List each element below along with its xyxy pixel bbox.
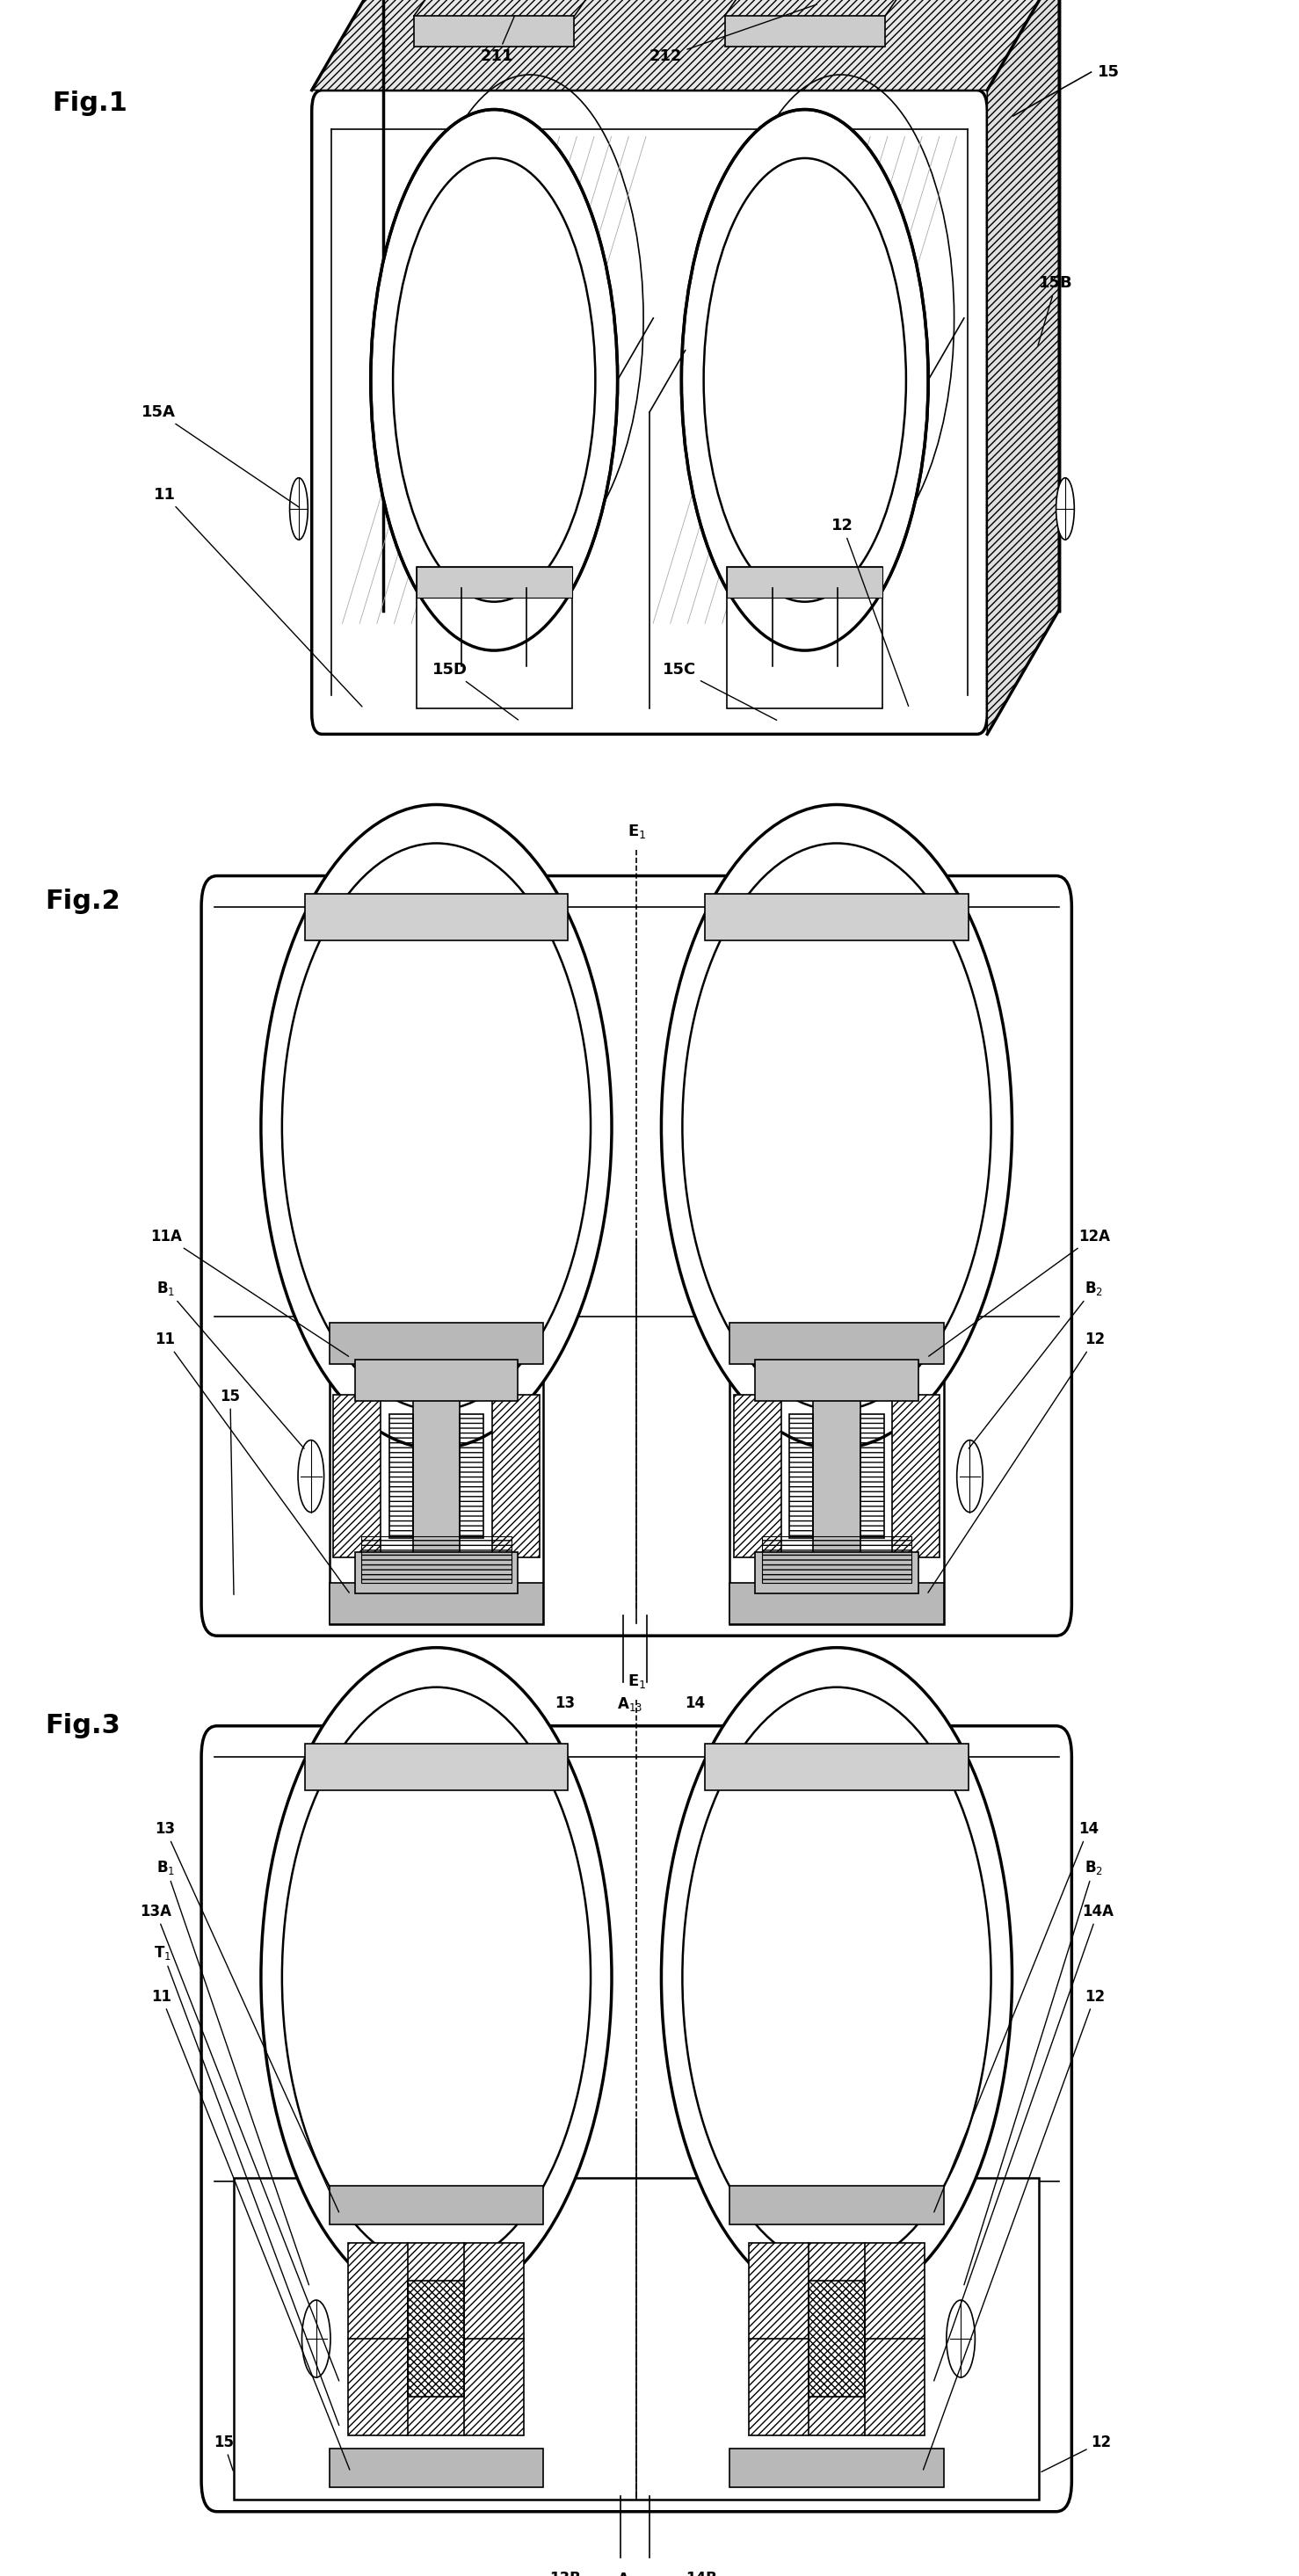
Text: 14B: 14B (686, 2571, 717, 2576)
Text: 12A: 12A (929, 1229, 1109, 1355)
FancyBboxPatch shape (201, 876, 1072, 1636)
Bar (329, 1329, 543, 1625)
Text: 212: 212 (650, 5, 817, 64)
Text: B$_2$: B$_2$ (969, 1280, 1103, 1448)
Text: B$_1$: B$_1$ (157, 1860, 309, 2285)
Text: 15D: 15D (433, 662, 518, 719)
Text: 15: 15 (213, 2434, 234, 2470)
Bar (305, 894, 568, 940)
Ellipse shape (661, 804, 1012, 1448)
Bar (755, 1551, 918, 1592)
Text: Fig.2: Fig.2 (45, 889, 121, 914)
Text: 12: 12 (831, 518, 908, 706)
Bar (813, 1381, 860, 1571)
Text: A$_{13}$: A$_{13}$ (617, 1695, 643, 1713)
Ellipse shape (957, 1440, 983, 1512)
Bar (892, 1394, 939, 1558)
Bar (234, 2177, 1039, 2499)
Bar (808, 2280, 865, 2396)
Text: 11: 11 (155, 1332, 349, 1592)
Bar (730, 1329, 944, 1625)
Bar (705, 1744, 968, 1790)
Text: E$_1$: E$_1$ (627, 1672, 646, 1690)
Text: 15: 15 (1098, 64, 1120, 80)
Bar (361, 1538, 512, 1584)
Bar (790, 1414, 813, 1538)
Bar (755, 1360, 918, 1401)
Ellipse shape (261, 804, 612, 1448)
Bar (305, 1744, 568, 1790)
Text: 11A: 11A (151, 1229, 348, 1358)
Bar (730, 2184, 944, 2223)
Text: E$_1$: E$_1$ (627, 822, 646, 840)
Bar (705, 894, 968, 940)
Bar (416, 567, 572, 598)
Text: 13: 13 (155, 1821, 339, 2213)
Ellipse shape (1056, 477, 1074, 538)
Ellipse shape (370, 108, 617, 649)
Ellipse shape (661, 1649, 1012, 2308)
Bar (730, 1584, 944, 1625)
Bar (725, 15, 885, 46)
Text: 13: 13 (555, 1695, 575, 1710)
Bar (748, 2244, 925, 2434)
FancyBboxPatch shape (201, 1726, 1072, 2512)
Text: 14: 14 (934, 1821, 1099, 2213)
Text: 13A: 13A (140, 1904, 339, 2380)
Bar (390, 1414, 413, 1538)
Text: 15B: 15B (1038, 276, 1073, 345)
Bar (860, 1414, 883, 1538)
Text: A$_{13}$: A$_{13}$ (617, 2571, 643, 2576)
Text: 11: 11 (151, 1989, 349, 2470)
Polygon shape (987, 0, 1059, 734)
Bar (734, 1394, 781, 1558)
Bar (329, 2447, 543, 2486)
FancyBboxPatch shape (312, 90, 987, 734)
Bar (727, 567, 883, 598)
Text: B$_2$: B$_2$ (964, 1860, 1103, 2285)
Bar (348, 2244, 525, 2434)
Text: 14A: 14A (934, 1904, 1113, 2380)
Text: T$_1$: T$_1$ (155, 1945, 339, 2427)
Text: 15A: 15A (142, 404, 299, 507)
Text: 12: 12 (1042, 2434, 1112, 2473)
Text: 211: 211 (481, 15, 514, 64)
Bar (329, 1584, 543, 1625)
Bar (355, 1360, 518, 1401)
Ellipse shape (947, 2300, 976, 2378)
Bar (761, 1538, 912, 1584)
Bar (460, 1414, 483, 1538)
Text: 15: 15 (220, 1388, 240, 1595)
Bar (329, 2184, 543, 2223)
Text: 12: 12 (924, 1989, 1105, 2470)
Ellipse shape (682, 108, 929, 649)
Text: 13B: 13B (549, 2571, 581, 2576)
Text: 12: 12 (927, 1332, 1105, 1592)
Bar (329, 1324, 543, 1365)
Ellipse shape (290, 477, 308, 538)
Polygon shape (312, 0, 1059, 90)
Bar (414, 15, 574, 46)
Text: Fig.3: Fig.3 (45, 1713, 121, 1739)
Ellipse shape (297, 1440, 323, 1512)
Ellipse shape (261, 1649, 612, 2308)
Bar (408, 2280, 465, 2396)
Bar (730, 2447, 944, 2486)
Bar (355, 1551, 518, 1592)
Bar (334, 1394, 381, 1558)
Bar (413, 1381, 460, 1571)
Bar (727, 567, 883, 708)
Text: 14: 14 (685, 1695, 705, 1710)
Text: Fig.1: Fig.1 (52, 90, 127, 116)
Ellipse shape (301, 2300, 330, 2378)
Text: 15C: 15C (662, 662, 777, 721)
Bar (730, 1324, 944, 1365)
Bar (492, 1394, 539, 1558)
Bar (416, 567, 572, 708)
Text: B$_1$: B$_1$ (157, 1280, 304, 1448)
Text: 11: 11 (153, 487, 362, 706)
